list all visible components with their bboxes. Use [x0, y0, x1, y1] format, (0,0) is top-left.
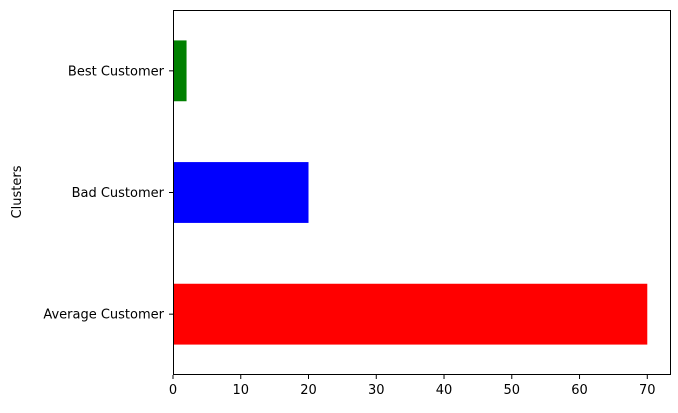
bar-average-customer: [173, 283, 648, 345]
x-tick-label: 30: [368, 383, 385, 398]
x-axis: 0 10 20 30 40 50 60 70: [169, 375, 656, 398]
x-tick-label: 50: [504, 383, 521, 398]
bar-best-customer: [173, 40, 187, 102]
x-tick-label: 0: [169, 383, 177, 398]
x-tick-label: 70: [639, 383, 656, 398]
x-tick-label: 20: [300, 383, 317, 398]
y-axis-title: Clusters: [10, 165, 25, 218]
y-tick-label: Bad Customer: [72, 186, 165, 201]
x-tick-label: 10: [232, 383, 249, 398]
x-tick-label: 40: [436, 383, 453, 398]
bars: [173, 40, 648, 345]
bar-bad-customer: [173, 162, 309, 223]
y-tick-label: Best Customer: [68, 64, 165, 79]
x-tick-label: 60: [571, 383, 588, 398]
y-tick-label: Average Customer: [43, 308, 164, 323]
y-axis: Average Customer Bad Customer Best Custome…: [43, 64, 173, 323]
plot-frame: [173, 10, 671, 375]
